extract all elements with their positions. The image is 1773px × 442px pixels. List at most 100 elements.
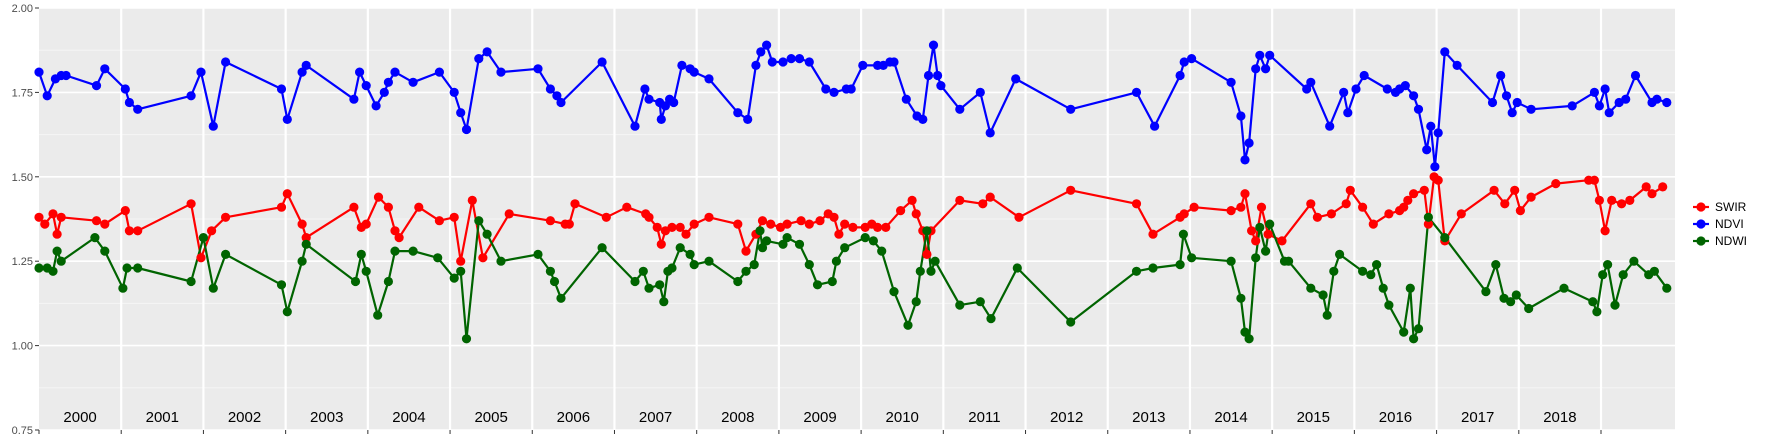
data-point-ndvi [1662, 97, 1672, 108]
data-point-swir [1312, 212, 1322, 222]
data-point-ndwi [778, 239, 788, 249]
data-point-ndvi [936, 81, 946, 91]
data-point-swir [1526, 192, 1536, 202]
data-point-ndvi [545, 84, 556, 94]
data-point-ndwi [90, 233, 100, 243]
data-point-ndvi [756, 47, 766, 57]
year-label: 2012 [1050, 409, 1083, 426]
data-point-ndwi [496, 256, 506, 266]
data-point-ndvi [1600, 84, 1610, 94]
data-point-ndwi [221, 249, 231, 259]
data-point-ndvi [1255, 50, 1265, 60]
data-point-ndvi [297, 67, 307, 77]
data-point-ndvi [533, 64, 543, 74]
data-point-ndwi [52, 246, 62, 256]
data-point-swir [622, 202, 632, 212]
data-point-swir [1189, 202, 1199, 212]
data-point-ndwi [1506, 297, 1516, 307]
data-point-swir [834, 229, 844, 239]
data-point-ndwi [812, 280, 823, 290]
data-point-ndwi [1175, 260, 1185, 270]
x-axis [38, 430, 1602, 434]
data-point-swir [656, 239, 666, 249]
data-point-ndwi [545, 266, 556, 276]
data-point-swir [1403, 195, 1413, 205]
data-point-swir [1423, 219, 1433, 229]
data-point-ndwi [1481, 287, 1491, 297]
data-point-swir [1399, 202, 1409, 212]
data-point-ndwi [889, 287, 899, 297]
data-point-ndwi [34, 263, 44, 273]
data-point-ndwi [1306, 283, 1316, 293]
data-point-ndvi [355, 67, 365, 77]
data-point-ndvi [1240, 155, 1250, 165]
year-label: 2015 [1297, 409, 1330, 426]
data-point-ndwi [675, 243, 685, 253]
data-point-swir [1256, 202, 1267, 212]
data-point-ndwi [356, 249, 366, 259]
data-point-swir [282, 189, 292, 199]
data-point-ndwi [644, 283, 654, 293]
data-point-ndvi [1325, 121, 1335, 131]
year-label: 2003 [310, 409, 343, 426]
data-point-ndwi [1236, 293, 1246, 303]
data-point-ndwi [1187, 253, 1197, 263]
data-point-ndwi [1592, 307, 1602, 317]
data-point-ndwi [860, 233, 870, 243]
data-point-swir [1306, 199, 1316, 209]
data-point-swir [829, 212, 839, 222]
data-point-swir [1600, 226, 1610, 236]
data-point-ndwi [122, 263, 132, 273]
data-point-ndwi [1524, 303, 1534, 314]
data-point-ndvi [1409, 91, 1419, 101]
data-point-ndwi [667, 263, 677, 273]
data-point-swir [675, 222, 685, 232]
data-point-ndwi [1378, 283, 1388, 293]
data-point-ndvi [1496, 70, 1506, 81]
data-point-ndwi [655, 280, 665, 290]
data-point-swir [1236, 202, 1246, 212]
data-point-swir [383, 202, 393, 212]
legend-key-point-swir [1696, 202, 1706, 212]
data-point-ndvi [794, 54, 805, 64]
data-point-ndvi [1400, 81, 1410, 91]
y-tick-label: 0.75 [12, 425, 33, 437]
data-point-ndwi [757, 243, 768, 253]
data-point-ndvi [660, 101, 671, 111]
year-label: 2007 [639, 409, 672, 426]
data-point-ndvi [1652, 94, 1662, 104]
data-point-ndvi [1236, 111, 1246, 121]
data-point-ndwi [827, 276, 837, 287]
data-point-ndwi [1178, 229, 1188, 239]
data-point-swir [120, 206, 130, 216]
data-point-ndwi [461, 334, 472, 344]
year-label: 2001 [146, 409, 179, 426]
data-point-swir [1419, 185, 1429, 195]
legend-label-ndwi: NDWI [1715, 234, 1747, 248]
legend: SWIR NDVI NDWI [1693, 200, 1747, 248]
data-point-ndwi [433, 253, 443, 263]
data-point-ndvi [552, 91, 562, 101]
data-point-swir [100, 219, 110, 229]
year-label: 2014 [1214, 409, 1247, 426]
data-point-ndwi [1358, 266, 1368, 276]
data-point-ndwi [1511, 290, 1521, 300]
data-point-ndvi [434, 67, 444, 77]
data-point-ndvi [1351, 84, 1361, 94]
data-point-ndvi [482, 47, 492, 57]
data-point-ndvi [208, 121, 218, 131]
data-point-ndvi [644, 94, 654, 104]
data-point-swir [1625, 195, 1635, 205]
data-point-ndwi [685, 249, 695, 259]
data-point-ndwi [704, 256, 714, 266]
data-point-swir [704, 212, 714, 222]
data-point-ndwi [133, 263, 143, 273]
data-point-ndvi [677, 60, 687, 70]
data-point-ndwi [1384, 300, 1394, 310]
data-point-ndvi [349, 94, 359, 104]
year-label: 2017 [1461, 409, 1494, 426]
data-point-ndvi [933, 70, 943, 81]
data-point-ndwi [474, 216, 484, 226]
data-point-ndvi [1413, 104, 1424, 114]
